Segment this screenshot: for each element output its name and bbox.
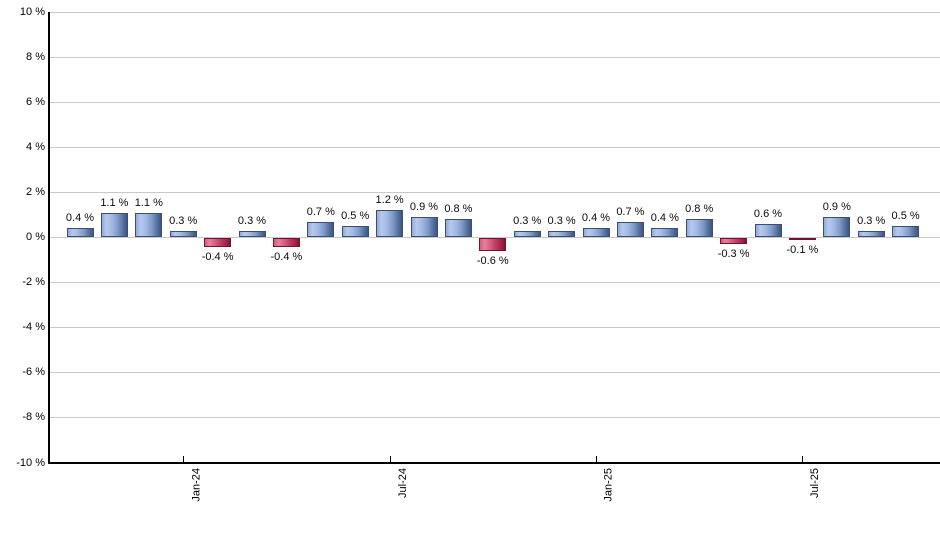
bar-value-label: 0.7 % — [306, 205, 335, 218]
y-axis-line — [48, 12, 50, 464]
y-axis-tick-label: -8 % — [22, 411, 45, 424]
bar-value-label: 0.4 % — [581, 212, 611, 225]
gridline — [50, 11, 940, 13]
gridline — [50, 327, 940, 329]
y-axis-tick-label: 10 % — [19, 5, 45, 18]
bar-value-label: 1.1 % — [100, 196, 129, 209]
bar-value-label: 0.3 % — [169, 214, 198, 227]
x-axis-tick-mark — [389, 456, 391, 462]
bar-positive — [66, 228, 94, 238]
bar-value-label: 1.2 % — [375, 194, 404, 207]
y-axis-tick-label: 8 % — [26, 50, 45, 63]
x-axis-line — [48, 462, 940, 464]
y-axis-tick-label: -2 % — [22, 276, 45, 289]
bar-positive — [341, 226, 369, 238]
bar-value-label: 0.9 % — [409, 201, 439, 214]
bar-negative — [720, 237, 748, 245]
bar-value-label: 0.8 % — [444, 203, 473, 216]
y-axis-tick-label: 6 % — [26, 95, 45, 108]
y-axis-tick-label: -4 % — [22, 321, 45, 334]
x-axis-tick-label: Jan-24 — [190, 468, 203, 502]
bar-positive — [513, 230, 541, 238]
bar-negative — [204, 237, 232, 247]
bar-positive — [616, 221, 644, 238]
bar-negative — [788, 237, 816, 240]
bar-positive — [892, 226, 920, 238]
bar-value-label: 0.4 % — [65, 212, 95, 225]
x-axis-tick-mark — [183, 456, 185, 462]
bar-positive — [238, 230, 266, 238]
bar-value-label: 0.5 % — [891, 210, 920, 223]
bar-positive — [823, 217, 851, 238]
bar-value-label: -0.3 % — [717, 248, 750, 261]
bar-positive — [410, 217, 438, 238]
bar-positive — [444, 219, 472, 238]
bar-positive — [857, 230, 885, 238]
bar-negative — [479, 237, 507, 252]
bar-value-label: 0.3 % — [857, 214, 886, 227]
x-axis-tick-mark — [802, 456, 804, 462]
bar-value-label: 0.7 % — [616, 205, 645, 218]
bar-negative — [272, 237, 300, 247]
bar-value-label: -0.1 % — [786, 243, 819, 256]
y-axis-tick-label: 0 % — [26, 231, 45, 243]
bar-positive — [100, 212, 128, 238]
y-axis-tick-label: -6 % — [22, 366, 45, 379]
bar-positive — [582, 228, 610, 238]
bar-value-label: 1.1 % — [134, 196, 163, 209]
bar-value-label: 0.4 % — [650, 212, 679, 225]
gridline — [50, 282, 940, 284]
x-axis-tick-label: Jan-25 — [603, 468, 615, 502]
y-axis-tick-label: 2 % — [26, 185, 45, 198]
gridline — [50, 101, 940, 103]
bar-value-label: 0.6 % — [753, 207, 783, 220]
bar-value-label: 0.8 % — [685, 203, 714, 216]
bar-value-label: 0.3 % — [513, 214, 542, 227]
bar-positive — [169, 230, 197, 238]
bar-value-label: -0.4 % — [270, 250, 303, 263]
bar-value-label: 0.3 % — [237, 214, 267, 227]
bar-value-label: -0.4 % — [201, 250, 234, 263]
bar-positive — [685, 219, 713, 238]
x-axis-tick-mark — [596, 456, 597, 462]
y-axis-tick-label: 4 % — [26, 140, 45, 153]
gridline — [50, 417, 940, 419]
bar-positive — [307, 221, 335, 238]
bar-positive — [376, 210, 404, 238]
bar-value-label: 0.5 % — [341, 210, 370, 223]
gridline — [50, 146, 940, 148]
x-axis-tick-label: Jul-25 — [809, 468, 822, 498]
bar-positive — [135, 212, 163, 238]
bar-positive — [651, 228, 679, 238]
x-axis-tick-label: Jul-24 — [396, 468, 409, 498]
bar-value-label: -0.6 % — [476, 255, 509, 268]
y-axis-tick-label: -10 % — [16, 456, 45, 469]
bar-value-label: 0.9 % — [822, 201, 851, 214]
bar-value-label: 0.3 % — [547, 214, 576, 227]
gridline — [50, 191, 940, 193]
bar-positive — [754, 223, 782, 238]
gridline — [50, 372, 940, 374]
gridline — [50, 56, 940, 58]
bar-positive — [548, 230, 576, 238]
